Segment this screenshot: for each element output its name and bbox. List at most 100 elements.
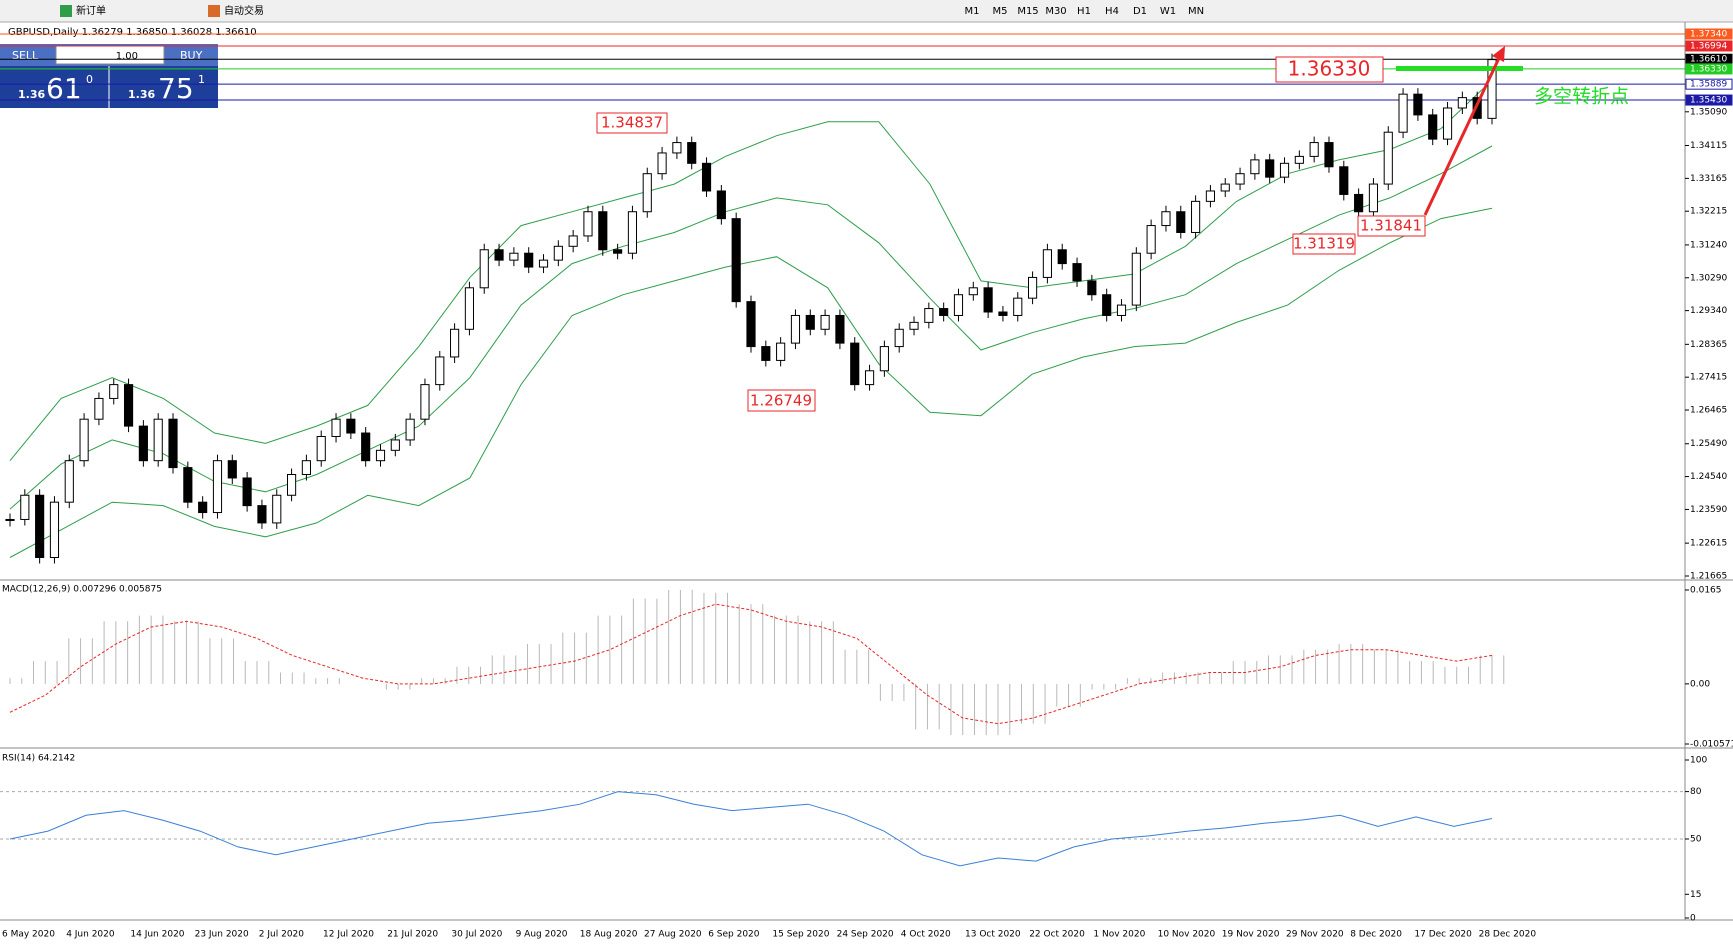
y-tick-label: 1.33165 — [1690, 174, 1727, 184]
x-tick-label: 10 Nov 2020 — [1158, 930, 1216, 940]
candle-body — [1072, 263, 1082, 282]
x-tick-label: 27 Aug 2020 — [644, 930, 702, 940]
candle-body — [227, 460, 237, 479]
level-tag — [1685, 63, 1733, 75]
x-tick-label: 6 Sep 2020 — [708, 930, 760, 940]
candle-body — [568, 235, 578, 247]
lot-value[interactable]: 1.00 — [116, 51, 138, 62]
annotation-box — [1275, 56, 1384, 83]
candle-body — [1324, 142, 1334, 168]
candle-body — [1235, 173, 1245, 185]
autotrade-button[interactable]: 自动交易 — [224, 4, 264, 17]
timeframe-button[interactable]: D1 — [1133, 6, 1147, 17]
candle-body — [20, 494, 30, 520]
x-tick-label: 21 Jul 2020 — [387, 930, 438, 940]
candle-body — [49, 501, 60, 559]
candle-body — [242, 477, 252, 507]
timeframe-button[interactable]: H1 — [1077, 6, 1091, 17]
candle-body — [509, 252, 519, 261]
ask-prefix: 1.36 — [128, 88, 155, 101]
timeframe-button[interactable]: M1 — [965, 6, 980, 17]
new-order-button[interactable]: 新订单 — [76, 4, 106, 17]
candle-body — [168, 418, 178, 469]
candle-body — [805, 314, 815, 330]
candle-body — [746, 301, 756, 348]
candle-body — [153, 418, 163, 462]
middle-line — [9, 145, 1493, 510]
sell-button[interactable]: SELL — [12, 49, 39, 62]
candle-body — [361, 432, 371, 462]
candle-body — [657, 152, 667, 175]
y-tick-label: 50 — [1690, 835, 1702, 845]
candle-body — [1294, 155, 1304, 164]
candle-body — [450, 328, 460, 358]
candle-body — [1191, 200, 1201, 233]
ask-small: 1 — [198, 73, 205, 86]
y-tick-label: 1.35090 — [1690, 107, 1727, 117]
y-tick-label: 100 — [1690, 756, 1707, 766]
candle-body — [123, 384, 134, 427]
upper-line — [9, 79, 1493, 462]
candle-body — [35, 494, 45, 559]
candle-body — [1087, 280, 1097, 296]
x-tick-label: 8 Dec 2020 — [1350, 930, 1402, 940]
y-tick-label: 1.27415 — [1690, 373, 1727, 383]
candle-body — [198, 501, 208, 514]
level-label: 1.35430 — [1690, 96, 1727, 106]
timeframe-button[interactable]: M30 — [1045, 6, 1066, 17]
candle-body — [212, 460, 223, 514]
candle-body — [1368, 183, 1379, 213]
candle-body — [64, 460, 74, 503]
annotation-box — [1357, 215, 1426, 237]
y-tick-label: 0.0165 — [1690, 586, 1722, 596]
bid-prefix: 1.36 — [18, 88, 45, 101]
lot-input[interactable] — [55, 45, 165, 65]
candle-body — [879, 346, 889, 372]
level-tag — [1685, 78, 1733, 90]
candle-body — [761, 346, 771, 361]
RSI-line — [9, 791, 1493, 867]
y-tick-label: -0.010571 — [1690, 740, 1733, 750]
x-tick-label: 28 Dec 2020 — [1479, 930, 1537, 940]
x-tick-label: 22 Oct 2020 — [1029, 930, 1085, 940]
candle-body — [272, 494, 282, 524]
candle-body — [1102, 294, 1112, 316]
annotation-label: 1.34837 — [601, 114, 663, 132]
candle-body — [346, 418, 356, 434]
buy-button[interactable]: BUY — [180, 49, 203, 62]
timeframe-button[interactable]: M5 — [993, 6, 1008, 17]
annotation-label: 多空转折点 — [1534, 86, 1629, 108]
candle-body — [524, 252, 534, 268]
timeframe-button[interactable]: H4 — [1105, 6, 1119, 17]
candle-body — [316, 435, 326, 462]
candle-body — [1279, 162, 1290, 178]
candle-body — [1265, 159, 1275, 178]
y-tick-label: 1.34115 — [1690, 141, 1727, 151]
candle-body — [183, 467, 193, 503]
y-tick-label: 1.24540 — [1690, 472, 1727, 482]
level-tag — [1685, 28, 1733, 40]
x-tick-label: 6 May 2020 — [2, 930, 55, 940]
candle-body — [1131, 252, 1141, 306]
new-order-icon[interactable] — [60, 5, 72, 17]
indicator-title: MACD(12,26,9) 0.007296 0.005875 — [2, 585, 162, 595]
ask-big: 75 — [158, 72, 194, 105]
x-tick-label: 9 Aug 2020 — [516, 930, 568, 940]
timeframe-button[interactable]: W1 — [1160, 6, 1176, 17]
candle-body — [79, 418, 89, 462]
candle-body — [1442, 107, 1453, 140]
candle-body — [731, 218, 741, 303]
indicator-title: RSI(14) 64.2142 — [2, 754, 75, 764]
timeframe-button[interactable]: MN — [1188, 6, 1204, 17]
annotation-label: 1.31319 — [1293, 235, 1355, 253]
x-tick-label: 15 Sep 2020 — [772, 930, 829, 940]
candle-body — [479, 249, 489, 289]
candle-body — [776, 342, 786, 361]
y-tick-label: 1.30290 — [1690, 273, 1727, 283]
timeframe-button[interactable]: M15 — [1017, 6, 1038, 17]
x-tick-label: 19 Nov 2020 — [1222, 930, 1280, 940]
autotrade-icon[interactable] — [208, 5, 220, 17]
candle-body — [1057, 249, 1067, 265]
